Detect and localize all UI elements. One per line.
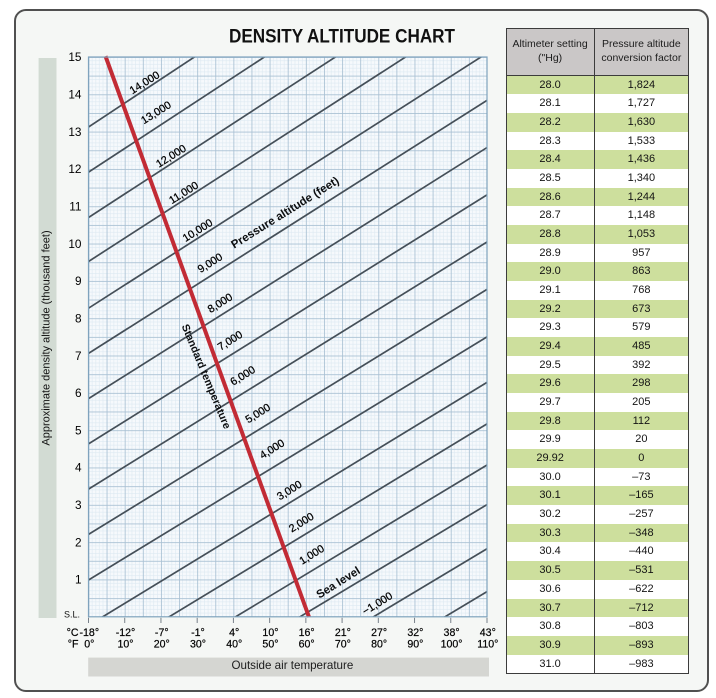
svg-text:40°: 40°: [226, 639, 242, 651]
svg-text:43°: 43°: [480, 627, 496, 639]
svg-text:110°: 110°: [477, 639, 498, 651]
svg-text:20°: 20°: [154, 639, 170, 651]
svg-text:7: 7: [75, 349, 82, 363]
svg-text:2: 2: [75, 535, 82, 549]
svg-text:13: 13: [68, 125, 82, 139]
svg-text:70°: 70°: [335, 639, 351, 651]
svg-text:4: 4: [75, 461, 82, 475]
svg-text:21°: 21°: [335, 627, 351, 639]
svg-text:60°: 60°: [299, 639, 315, 651]
svg-text:8: 8: [75, 311, 82, 325]
svg-text:6: 6: [75, 386, 82, 400]
svg-text:38°: 38°: [444, 627, 460, 639]
svg-text:11: 11: [69, 200, 81, 214]
svg-text:100°: 100°: [441, 639, 463, 651]
svg-text:°C: °C: [67, 627, 79, 639]
svg-text:10°: 10°: [262, 627, 278, 639]
svg-text:50°: 50°: [262, 639, 278, 651]
svg-text:Outside air temperature: Outside air temperature: [232, 659, 354, 672]
svg-text:0°: 0°: [84, 639, 94, 651]
svg-text:DENSITY ALTITUDE CHART: DENSITY ALTITUDE CHART: [229, 27, 455, 48]
svg-text:90°: 90°: [407, 639, 423, 651]
svg-text:30°: 30°: [190, 639, 206, 651]
svg-text:S.L.: S.L.: [64, 610, 80, 620]
svg-text:3: 3: [75, 498, 82, 512]
svg-text:16°: 16°: [299, 627, 315, 639]
svg-text:27°: 27°: [371, 627, 387, 639]
svg-text:10°: 10°: [118, 639, 134, 651]
svg-text:Approximate density altitude (: Approximate density altitude (thousand f…: [41, 230, 53, 445]
svg-text:80°: 80°: [371, 639, 387, 651]
svg-text:14: 14: [68, 88, 82, 102]
svg-text:4°: 4°: [229, 627, 239, 639]
svg-text:5: 5: [75, 423, 82, 437]
svg-text:-1°: -1°: [191, 627, 205, 639]
svg-text:1: 1: [75, 573, 82, 587]
svg-text:-18°: -18°: [80, 627, 100, 639]
svg-text:9: 9: [75, 274, 82, 288]
svg-text:32°: 32°: [407, 627, 423, 639]
svg-text:°F: °F: [68, 639, 79, 651]
svg-text:-12°: -12°: [116, 627, 136, 639]
svg-text:15: 15: [68, 50, 82, 64]
svg-text:12: 12: [68, 162, 81, 176]
svg-text:10: 10: [68, 237, 82, 251]
svg-text:-7°: -7°: [155, 627, 169, 639]
